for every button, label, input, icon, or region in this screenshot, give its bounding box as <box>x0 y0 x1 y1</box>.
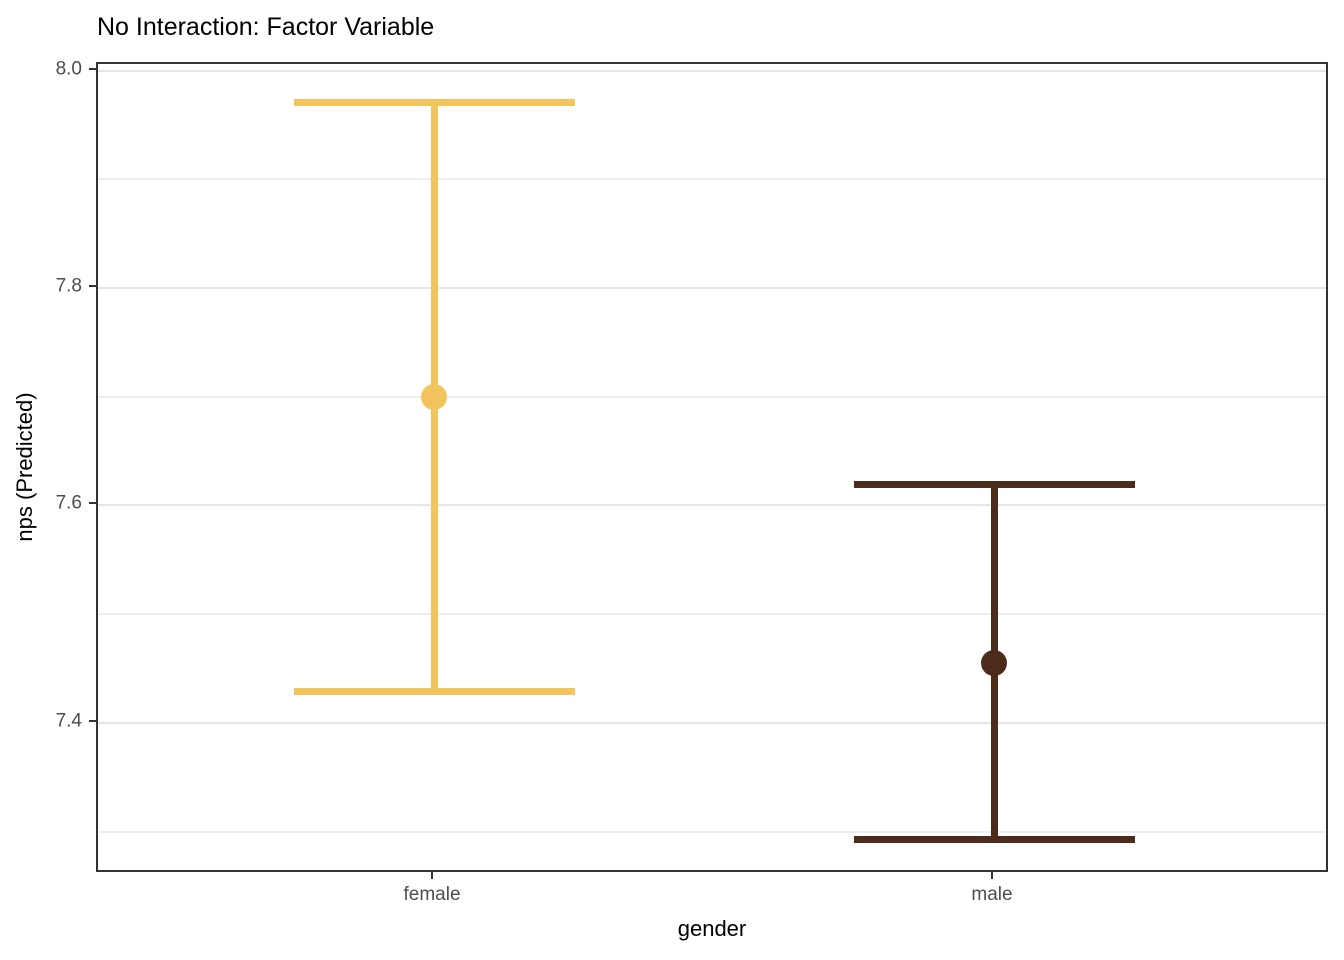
plot-panel <box>96 62 1328 872</box>
x-tick-label: female <box>403 884 461 905</box>
x-axis-title: gender <box>677 916 747 941</box>
y-axis-tick <box>89 67 96 70</box>
x-tick-label: male <box>971 884 1013 905</box>
gridline-major <box>98 504 1326 507</box>
y-axis-tick <box>89 284 96 287</box>
y-axis-tick <box>89 719 96 722</box>
point-estimate-female <box>421 383 447 410</box>
gridline-major <box>98 69 1326 72</box>
gridline-minor <box>98 395 1326 398</box>
y-axis-tick <box>89 502 96 505</box>
plot-title: No Interaction: Factor Variable <box>97 13 435 41</box>
gridline-major <box>98 721 1326 724</box>
x-axis-tick <box>991 872 993 879</box>
y-tick-label: 7.4 <box>55 710 82 732</box>
point-estimate-male <box>981 650 1007 677</box>
x-axis-tick <box>431 872 433 879</box>
y-tick-label: 7.6 <box>55 492 82 514</box>
y-tick-label: 7.8 <box>55 275 82 297</box>
errorbar-cap-top <box>293 98 575 106</box>
y-tick-label: 8.0 <box>55 58 82 80</box>
y-axis-title: nps (Predicted) <box>12 392 37 542</box>
errorbar-cap-top <box>853 481 1135 489</box>
gridline-minor <box>98 613 1326 616</box>
errorbar-cap-bottom <box>293 687 575 695</box>
gridline-major <box>98 286 1326 289</box>
errorbar-cap-bottom <box>853 835 1135 843</box>
gridline-minor <box>98 830 1326 833</box>
gridline-minor <box>98 178 1326 181</box>
